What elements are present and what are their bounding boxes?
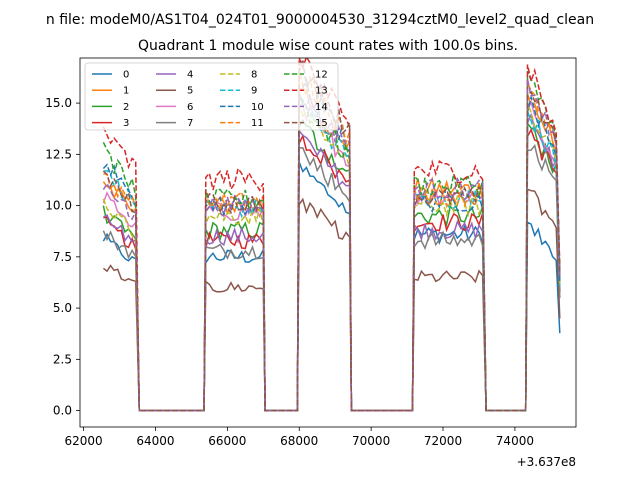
legend-label-13: 13 bbox=[315, 86, 328, 97]
series-line-5 bbox=[102, 188, 561, 412]
series-line-2 bbox=[102, 118, 561, 412]
x-tick-label: 70000 bbox=[352, 434, 390, 448]
x-axis: 62000 64000 66000 68000 70000 72000 74000 bbox=[65, 427, 534, 448]
y-tick-label: 2.5 bbox=[53, 352, 72, 366]
legend-label-14: 14 bbox=[315, 102, 328, 113]
x-tick-label: 74000 bbox=[496, 434, 534, 448]
series-line-7 bbox=[102, 143, 561, 412]
legend-label-9: 9 bbox=[251, 86, 257, 97]
y-tick-label: 5.0 bbox=[53, 301, 72, 315]
legend-label-4: 4 bbox=[187, 70, 193, 81]
legend-label-15: 15 bbox=[315, 118, 328, 129]
series-line-0 bbox=[102, 161, 561, 412]
legend-label-6: 6 bbox=[187, 102, 193, 113]
series-line-3 bbox=[103, 127, 561, 412]
series-line-4 bbox=[103, 112, 561, 412]
y-tick-label: 7.5 bbox=[53, 250, 72, 264]
figure-suptitle: n file: modeM0/AS1T04_024T01_9000004530_… bbox=[46, 12, 594, 28]
y-tick-label: 15.0 bbox=[45, 96, 72, 110]
x-tick-label: 68000 bbox=[280, 434, 318, 448]
x-tick-label: 66000 bbox=[208, 434, 246, 448]
x-axis-offset-label: +3.637e8 bbox=[517, 455, 576, 469]
chart-title: Quadrant 1 module wise count rates with … bbox=[138, 38, 518, 54]
legend-label-0: 0 bbox=[123, 70, 129, 81]
x-tick-label: 72000 bbox=[424, 434, 462, 448]
legend-label-8: 8 bbox=[251, 70, 257, 81]
x-tick-label: 62000 bbox=[65, 434, 103, 448]
series-line-9 bbox=[103, 93, 561, 412]
legend-label-12: 12 bbox=[315, 70, 328, 81]
legend-label-2: 2 bbox=[123, 102, 129, 113]
legend-label-3: 3 bbox=[123, 118, 129, 129]
x-tick-label: 64000 bbox=[136, 434, 174, 448]
legend-label-1: 1 bbox=[123, 86, 129, 97]
legend-frame bbox=[84, 62, 339, 131]
legend-label-5: 5 bbox=[187, 86, 193, 97]
y-axis: 0.0 2.5 5.0 7.5 10.0 12.5 15.0 bbox=[45, 96, 80, 418]
y-tick-label: 10.0 bbox=[45, 199, 72, 213]
legend-label-10: 10 bbox=[251, 102, 264, 113]
axes-frame bbox=[79, 57, 577, 428]
y-tick-label: 0.0 bbox=[53, 404, 72, 418]
legend-label-7: 7 bbox=[187, 118, 193, 129]
y-tick-label: 12.5 bbox=[45, 147, 72, 161]
series-line-6 bbox=[102, 93, 561, 412]
legend-label-11: 11 bbox=[251, 118, 264, 129]
